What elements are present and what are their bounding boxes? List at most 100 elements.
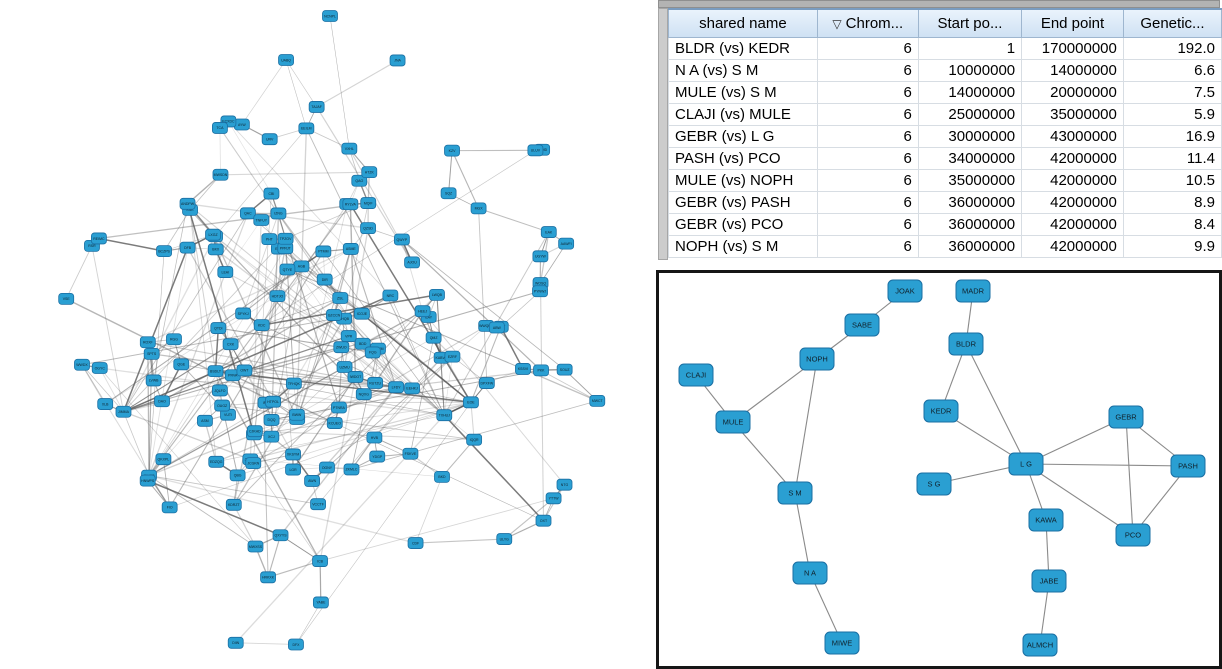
edge[interactable] — [123, 343, 231, 413]
network-node[interactable]: XLB — [97, 398, 114, 410]
cell-shared-name[interactable]: CLAJI (vs) MULE — [668, 103, 818, 126]
network-node[interactable]: MGX — [470, 202, 487, 215]
network-node[interactable]: LVWB — [145, 374, 162, 387]
edge[interactable] — [296, 337, 434, 416]
edge[interactable] — [349, 204, 357, 377]
edge[interactable] — [214, 327, 220, 372]
edge[interactable] — [267, 560, 321, 578]
network-node[interactable]: QAC — [239, 207, 256, 220]
network-node[interactable]: QTYE — [279, 263, 296, 276]
network-node[interactable]: URV — [261, 133, 278, 146]
cell-genetic[interactable]: 192.0 — [1122, 37, 1222, 60]
network-node-kedr[interactable]: KEDR — [923, 399, 959, 423]
edge[interactable] — [448, 150, 453, 194]
edge[interactable] — [323, 251, 445, 416]
edge[interactable] — [478, 208, 488, 384]
network-node[interactable]: JNA — [389, 54, 406, 67]
cell-end-point[interactable]: 42000000 — [1021, 213, 1124, 236]
edge[interactable] — [215, 370, 472, 404]
cell-end-point[interactable]: 20000000 — [1021, 81, 1124, 104]
edge[interactable] — [267, 535, 281, 578]
network-overview-panel[interactable]: NCNPLEEHKJVUTIHDTJOKABVMQBLBTKTDQQQKXPLK… — [0, 0, 656, 669]
edge[interactable] — [451, 150, 480, 209]
network-node[interactable]: CXK — [222, 338, 239, 351]
network-node[interactable]: IQQR — [466, 433, 483, 446]
network-node[interactable]: HDTJO — [269, 290, 286, 303]
network-node-l-g[interactable]: L G — [1008, 452, 1044, 476]
edge[interactable] — [329, 15, 350, 149]
edge[interactable] — [122, 247, 189, 413]
cell-start-po[interactable]: 34000000 — [917, 147, 1023, 170]
network-node-pash[interactable]: PASH — [1170, 454, 1206, 478]
edge[interactable] — [401, 239, 424, 312]
edge[interactable] — [500, 291, 541, 327]
network-node[interactable]: AGB — [293, 260, 310, 273]
edge[interactable] — [169, 402, 472, 508]
cell-shared-name[interactable]: GEBR (vs) L G — [668, 125, 818, 148]
edge[interactable] — [296, 248, 352, 420]
network-node[interactable]: BCZPS — [156, 245, 172, 258]
table-row[interactable]: MULE (vs) NOPH 6 35000000 42000000 10.5 — [668, 169, 1222, 192]
network-node-n-a[interactable]: N A — [792, 561, 828, 585]
edge[interactable] — [503, 497, 554, 540]
network-node[interactable]: EEHKJ — [404, 382, 420, 395]
edge[interactable] — [214, 128, 307, 237]
edge[interactable] — [147, 342, 150, 476]
network-node[interactable]: KCUEO — [326, 417, 343, 429]
network-node-noph[interactable]: NOPH — [799, 347, 835, 371]
edge[interactable] — [161, 363, 182, 402]
network-node[interactable]: FSKVE — [402, 447, 419, 460]
edge[interactable] — [148, 475, 319, 505]
network-node[interactable]: VPR — [340, 330, 357, 342]
edge[interactable] — [225, 219, 262, 273]
network-node[interactable]: WWDX — [74, 358, 90, 371]
network-node[interactable]: OGNY — [319, 461, 335, 474]
network-node[interactable]: TCA — [212, 122, 228, 134]
cell-end-point[interactable]: 42000000 — [1021, 147, 1124, 170]
cell-chrom[interactable]: 6 — [816, 37, 919, 60]
network-node[interactable]: REIMC — [91, 232, 107, 245]
network-node[interactable]: HNWPS — [139, 474, 156, 487]
table-row[interactable]: NOPH (vs) S M 6 36000000 42000000 9.9 — [668, 235, 1222, 258]
edge[interactable] — [225, 271, 363, 345]
edge[interactable] — [373, 356, 453, 438]
edge[interactable] — [220, 171, 370, 176]
edge[interactable] — [163, 209, 191, 252]
edge[interactable] — [470, 326, 502, 403]
network-node[interactable]: HEEJ — [414, 305, 431, 318]
cell-shared-name[interactable]: NOPH (vs) S M — [668, 235, 818, 258]
edge[interactable] — [540, 243, 567, 284]
edge[interactable] — [228, 121, 391, 296]
edge[interactable] — [187, 203, 445, 416]
network-node[interactable]: TNFUY — [253, 214, 270, 226]
network-node[interactable]: AAWFI — [558, 237, 575, 250]
edge[interactable] — [540, 370, 598, 402]
edge[interactable] — [319, 561, 322, 603]
network-node[interactable]: PTMM — [315, 245, 332, 258]
network-node[interactable]: ZKMLC — [343, 463, 360, 476]
edge[interactable] — [287, 269, 524, 370]
edge[interactable] — [148, 433, 255, 477]
edge[interactable] — [374, 310, 424, 384]
network-node[interactable]: UGYW — [532, 250, 549, 263]
edge[interactable] — [250, 459, 321, 562]
network-node[interactable]: YABE — [312, 596, 329, 609]
network-node[interactable]: NTG — [556, 478, 573, 491]
edge[interactable] — [235, 642, 296, 645]
edge[interactable] — [254, 430, 475, 441]
edge[interactable] — [232, 203, 348, 376]
network-node[interactable]: RYLVA — [342, 198, 359, 211]
column-header-shared-name[interactable]: shared name — [668, 8, 818, 38]
network-node[interactable]: BWW — [288, 408, 305, 421]
edge[interactable] — [261, 297, 341, 326]
cell-shared-name[interactable]: MULE (vs) S M — [668, 81, 818, 104]
edge[interactable] — [261, 324, 397, 388]
network-node[interactable]: MWCT — [589, 394, 606, 407]
edge[interactable] — [204, 420, 217, 462]
edge[interactable] — [214, 370, 321, 562]
network-node[interactable]: SFYKJ — [235, 307, 252, 320]
network-node[interactable]: PHT — [261, 233, 278, 246]
network-node[interactable]: ZSL — [332, 292, 349, 304]
cell-genetic[interactable]: 11.4 — [1122, 147, 1222, 170]
cell-genetic[interactable]: 10.5 — [1122, 169, 1222, 192]
